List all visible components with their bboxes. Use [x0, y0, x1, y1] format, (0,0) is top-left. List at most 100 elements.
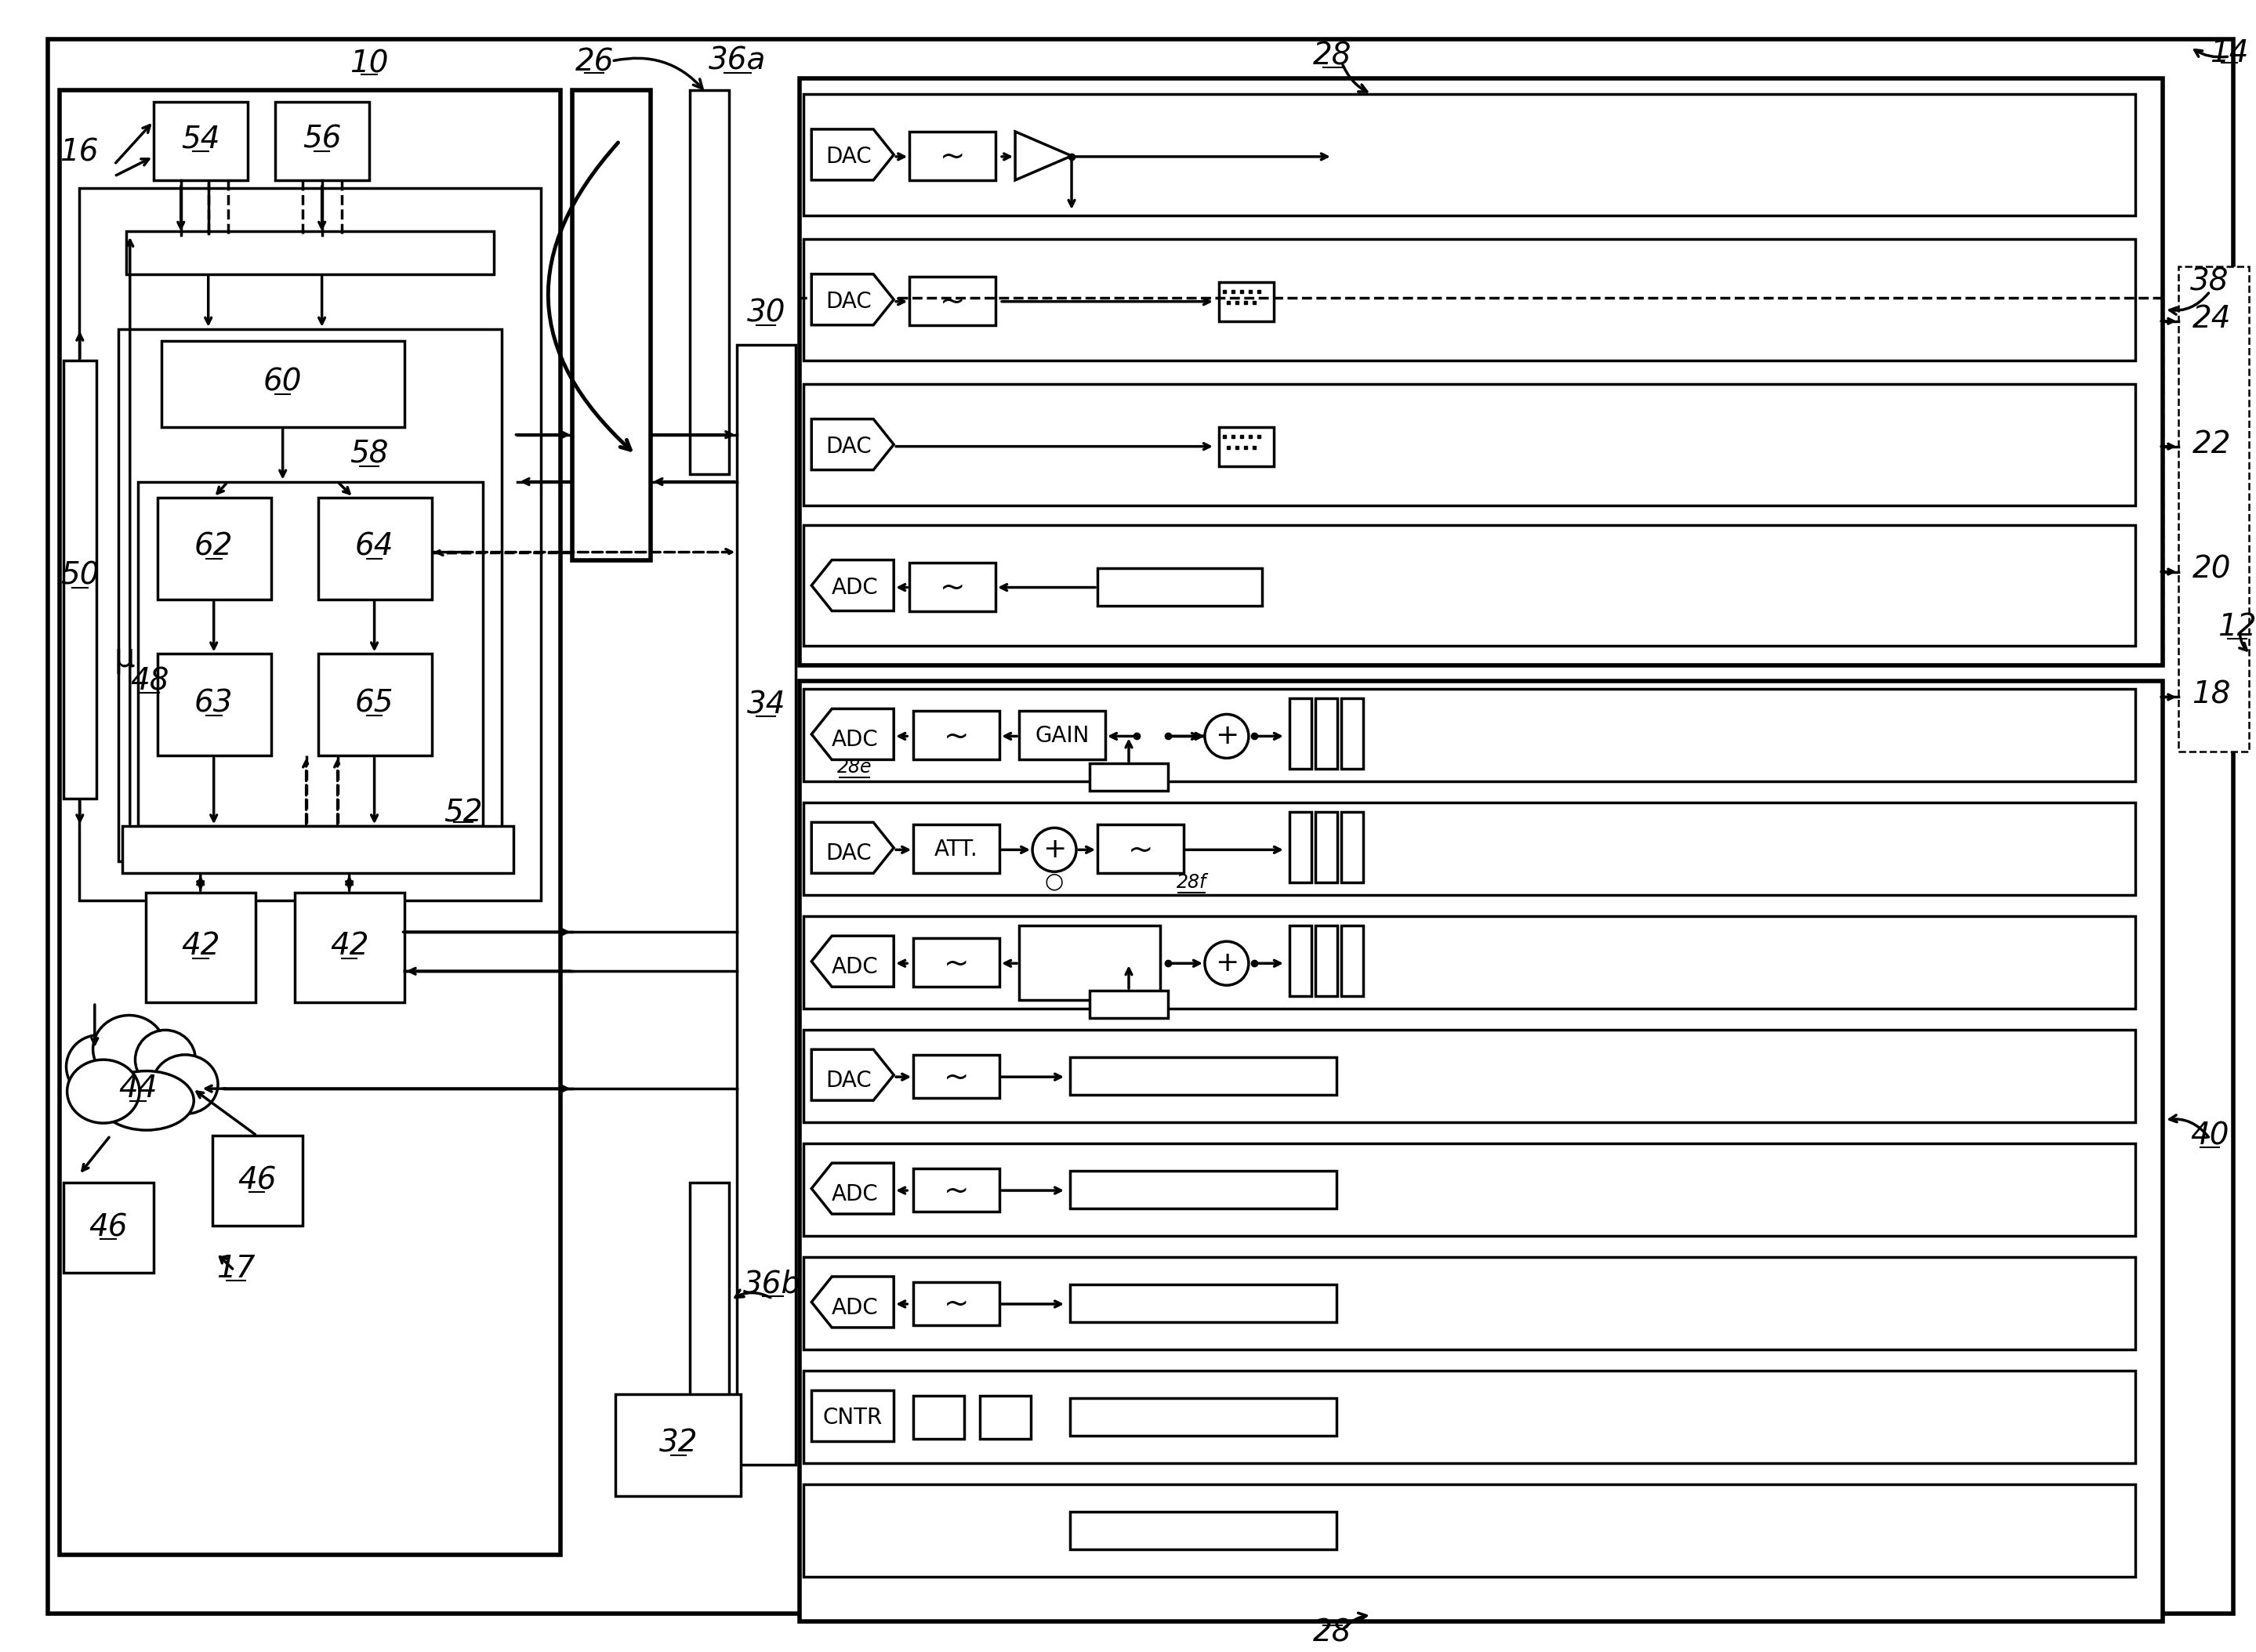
Text: 63: 63	[194, 689, 232, 719]
Text: DAC: DAC	[826, 291, 871, 312]
Text: 20: 20	[2193, 555, 2231, 585]
Bar	[1069, 1057, 1336, 1095]
Bar	[914, 938, 999, 986]
Text: ~: ~	[941, 573, 966, 603]
Polygon shape	[1015, 132, 1072, 180]
Text: ADC: ADC	[830, 957, 878, 978]
Bar	[738, 345, 796, 1465]
Bar	[1340, 925, 1363, 996]
Bar	[275, 102, 370, 180]
Polygon shape	[812, 129, 893, 180]
Bar	[1020, 710, 1105, 760]
Bar	[801, 681, 2164, 1621]
Bar	[2191, 532, 2233, 611]
Bar	[2179, 266, 2249, 752]
Circle shape	[1205, 942, 1248, 985]
Text: +: +	[1214, 950, 1239, 976]
Polygon shape	[812, 709, 893, 760]
Bar	[803, 94, 2136, 215]
Bar	[803, 917, 2136, 1009]
Text: ADC: ADC	[830, 729, 878, 752]
Text: ADC: ADC	[830, 577, 878, 598]
Bar	[914, 710, 999, 760]
Text: 44: 44	[117, 1074, 158, 1104]
Bar	[803, 525, 2136, 646]
Bar	[2191, 657, 2233, 737]
Text: ~: ~	[943, 1176, 970, 1206]
Bar	[1096, 568, 1261, 605]
Text: DAC: DAC	[826, 1070, 871, 1092]
Text: 18: 18	[2193, 681, 2231, 710]
Text: 30: 30	[747, 299, 785, 329]
Text: ○: ○	[1045, 871, 1065, 892]
Text: 50: 50	[61, 560, 99, 590]
Bar	[1096, 824, 1184, 874]
Bar	[801, 78, 2164, 666]
Bar	[117, 329, 503, 862]
Bar	[59, 91, 562, 1555]
Bar	[1340, 813, 1363, 882]
Polygon shape	[812, 560, 893, 611]
Text: CNTR: CNTR	[823, 1406, 882, 1429]
Bar	[296, 892, 404, 1003]
Text: 65: 65	[354, 689, 395, 719]
Text: ~: ~	[941, 287, 966, 317]
Bar	[803, 1029, 2136, 1122]
Bar	[318, 497, 431, 600]
Bar	[2191, 282, 2233, 360]
Polygon shape	[812, 274, 893, 325]
Text: 22: 22	[2193, 430, 2231, 459]
Bar	[1069, 1398, 1336, 1436]
Polygon shape	[812, 1277, 893, 1328]
Text: ~: ~	[943, 1062, 970, 1092]
Bar	[1315, 813, 1338, 882]
Text: ~: ~	[1128, 834, 1153, 864]
Bar	[690, 1183, 729, 1465]
Ellipse shape	[153, 1054, 219, 1113]
Text: ~: ~	[943, 1289, 970, 1318]
Bar	[979, 1396, 1031, 1439]
Text: 42: 42	[329, 932, 368, 961]
Polygon shape	[812, 937, 893, 986]
Bar	[803, 1143, 2136, 1236]
Text: 28f: 28f	[1175, 874, 1207, 892]
Bar	[63, 1183, 153, 1272]
Bar	[803, 1257, 2136, 1350]
Text: μ: μ	[115, 641, 135, 674]
Polygon shape	[812, 1049, 893, 1100]
Bar	[158, 497, 271, 600]
Ellipse shape	[65, 1036, 131, 1099]
Bar	[63, 360, 97, 800]
Bar	[909, 562, 995, 611]
Text: 46: 46	[237, 1165, 275, 1194]
Text: 28: 28	[1313, 41, 1351, 71]
Text: ATT.: ATT.	[934, 839, 979, 861]
Text: 42: 42	[180, 932, 219, 961]
Text: 34: 34	[747, 691, 785, 720]
Bar	[573, 91, 652, 560]
Text: GAIN: GAIN	[1036, 725, 1090, 747]
Text: 52: 52	[444, 798, 483, 828]
Bar	[1218, 282, 1275, 320]
Polygon shape	[812, 823, 893, 874]
Bar	[1090, 991, 1169, 1018]
Bar	[1290, 699, 1311, 770]
Text: DAC: DAC	[826, 145, 871, 167]
Text: 32: 32	[659, 1429, 697, 1459]
Bar	[803, 803, 2136, 895]
Text: 60: 60	[264, 367, 302, 396]
Bar	[914, 1396, 963, 1439]
Text: 46: 46	[88, 1213, 126, 1242]
Bar	[1290, 813, 1311, 882]
Text: 14: 14	[2211, 38, 2249, 68]
Text: 24: 24	[2193, 304, 2231, 334]
Text: 28: 28	[1313, 1617, 1351, 1647]
Bar	[1315, 699, 1338, 770]
Bar	[803, 383, 2136, 506]
Text: 64: 64	[354, 532, 395, 562]
Text: 36b: 36b	[742, 1269, 801, 1300]
Ellipse shape	[92, 1016, 165, 1084]
Text: 62: 62	[194, 532, 232, 562]
Text: 38: 38	[2191, 268, 2229, 297]
Bar	[160, 340, 404, 426]
